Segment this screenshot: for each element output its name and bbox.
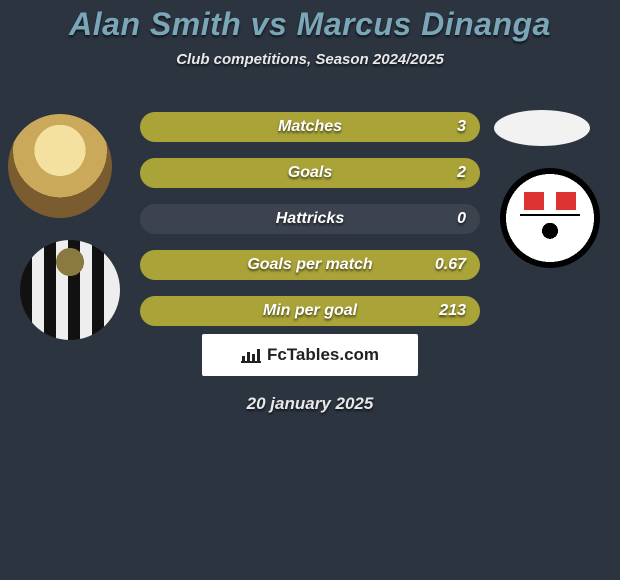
player-right-avatar xyxy=(494,110,590,146)
stat-row: Hattricks0 xyxy=(140,204,480,234)
stat-fill-right xyxy=(140,296,480,326)
brand-chart-icon xyxy=(241,347,261,363)
stat-row: Matches3 xyxy=(140,112,480,142)
stat-label: Hattricks xyxy=(140,204,480,234)
page-title: Alan Smith vs Marcus Dinanga xyxy=(0,6,620,43)
stat-fill-right xyxy=(140,250,480,280)
date-text: 20 january 2025 xyxy=(0,394,620,414)
comparison-card: Alan Smith vs Marcus Dinanga Club compet… xyxy=(0,0,620,580)
stat-row: Goals2 xyxy=(140,158,480,188)
club-right-badge-inner xyxy=(510,178,590,258)
brand-text: FcTables.com xyxy=(267,345,379,365)
stat-value-right: 0 xyxy=(457,204,466,234)
stat-row: Goals per match0.67 xyxy=(140,250,480,280)
club-left-badge xyxy=(20,240,120,340)
player-left-avatar xyxy=(8,114,112,218)
subtitle: Club competitions, Season 2024/2025 xyxy=(0,51,620,68)
stat-fill-right xyxy=(140,158,480,188)
club-right-badge xyxy=(500,168,600,268)
stat-row: Min per goal213 xyxy=(140,296,480,326)
stat-fill-right xyxy=(140,112,480,142)
stat-bars: Matches3 Goals2 Hattricks0 Goals per match0… xyxy=(140,112,480,342)
stats-stage: Matches3 Goals2 Hattricks0 Goals per match0… xyxy=(0,96,620,326)
